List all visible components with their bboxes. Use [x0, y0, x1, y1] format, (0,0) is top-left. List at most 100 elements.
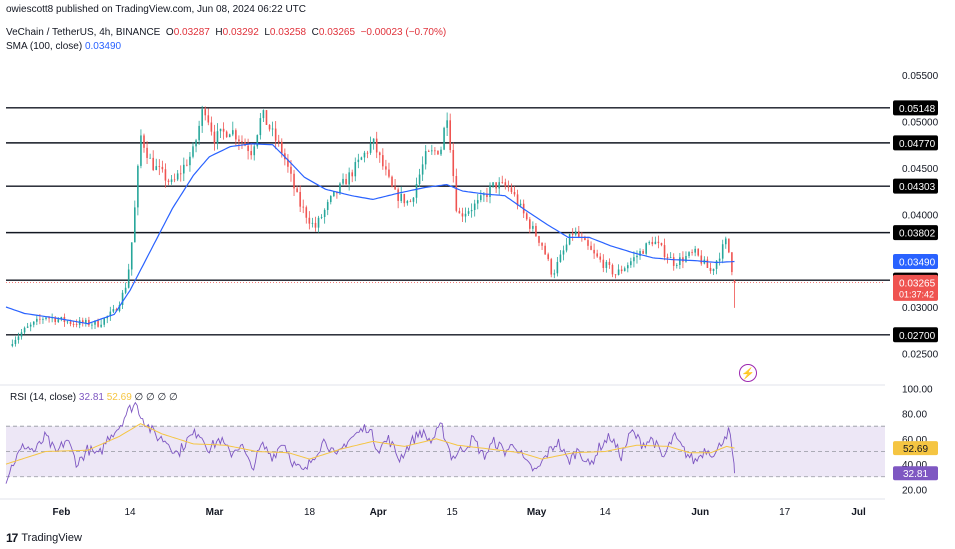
candle-body	[320, 216, 323, 218]
candle-body	[247, 145, 249, 152]
candle-body	[170, 179, 173, 182]
candle-body	[311, 222, 314, 224]
candle-body	[538, 236, 540, 243]
candle-body	[121, 292, 124, 305]
candle-body	[253, 146, 256, 156]
candle-body	[265, 110, 268, 125]
candle-body	[152, 157, 154, 170]
candle-body	[513, 192, 516, 195]
candle-body	[571, 234, 574, 235]
candle-body	[32, 321, 35, 325]
candle-body	[480, 195, 482, 201]
current-price-label: 0.03265	[899, 278, 936, 289]
level-badge	[893, 178, 938, 194]
close-value: 0.03265	[318, 27, 356, 38]
time-axis-label: Jul	[851, 507, 866, 518]
candle-body	[60, 317, 63, 320]
candle-body	[222, 128, 225, 132]
candle-body	[452, 149, 455, 177]
candle-body	[179, 173, 182, 175]
candle-body	[186, 164, 188, 166]
sma-label: SMA (100, close)	[6, 41, 83, 52]
tradingview-logo[interactable]: 17 TradingView	[6, 531, 82, 545]
candle-body	[72, 323, 75, 325]
rsi-ma-line	[5, 423, 735, 465]
rsi-axis-label: 40.00	[902, 460, 927, 471]
candle-body	[357, 159, 360, 163]
candle-body	[302, 206, 305, 208]
time-axis-label: 18	[304, 507, 316, 518]
rsi-axis-label: 20.00	[902, 485, 927, 496]
candle-body	[339, 183, 341, 194]
candle-body	[14, 339, 17, 345]
level-badge	[893, 327, 938, 343]
rsi-axis-label: 100.00	[902, 384, 933, 395]
candle-body	[130, 242, 133, 270]
sma-legend[interactable]: SMA (100, close) 0.03490	[6, 41, 121, 52]
candle-body	[498, 182, 500, 189]
candle-body	[636, 255, 638, 258]
candle-body	[697, 248, 700, 256]
candle-body	[231, 130, 234, 135]
candle-body	[308, 217, 311, 224]
candle-body	[127, 269, 130, 288]
candle-body	[691, 252, 693, 253]
candle-body	[461, 213, 464, 217]
candle-body	[724, 238, 727, 245]
candle-body	[529, 219, 531, 229]
candle-body	[568, 234, 571, 245]
candle-body	[648, 241, 651, 244]
candle-body	[424, 151, 427, 165]
candle-body	[728, 238, 730, 253]
candle-body	[397, 189, 399, 201]
candle-body	[721, 244, 724, 259]
candle-body	[256, 135, 259, 147]
candle-body	[679, 257, 681, 265]
rsi-line	[5, 401, 735, 484]
candle-body	[326, 202, 329, 210]
candle-body	[440, 149, 442, 155]
rsi-badge	[893, 466, 938, 481]
candle-body	[280, 141, 283, 154]
candle-body	[470, 210, 473, 212]
candle-body	[507, 186, 510, 188]
lightning-icon[interactable]: ⚡	[739, 364, 757, 382]
candle-body	[483, 194, 485, 196]
candle-body	[608, 261, 611, 265]
candle-body	[605, 261, 608, 268]
rsi-axis-label: 60.00	[902, 435, 927, 446]
candle-body	[412, 197, 415, 202]
rsi-legend[interactable]: RSI (14, close) 32.81 52.69 ∅ ∅ ∅ ∅	[10, 392, 178, 403]
candle-body	[164, 169, 167, 181]
candle-body	[559, 254, 562, 262]
candle-body	[161, 166, 164, 170]
candle-body	[363, 152, 366, 158]
price-axis-label: 0.03000	[902, 303, 939, 314]
candle-body	[590, 245, 592, 250]
candle-body	[45, 317, 47, 319]
change-value: −0.00023 (−0.70%)	[360, 27, 447, 38]
candle-body	[296, 188, 298, 192]
candle-body	[277, 140, 280, 142]
candle-body	[333, 191, 335, 197]
candle-body	[547, 254, 549, 260]
candle-body	[675, 264, 678, 266]
tradingview-mark-icon: 17	[6, 531, 18, 545]
candle-body	[97, 320, 99, 327]
candle-body	[599, 256, 602, 260]
candle-body	[201, 109, 203, 126]
candle-body	[29, 324, 32, 327]
candle-body	[639, 251, 641, 256]
candle-body	[492, 182, 494, 187]
candle-body	[550, 259, 553, 275]
candle-body	[176, 173, 179, 180]
candle-body	[192, 146, 194, 157]
rsi-sma-value: 52.69	[106, 392, 132, 403]
candle-body	[216, 131, 219, 144]
candle-body	[137, 165, 139, 208]
rsi-ma-badge-label: 52.69	[903, 444, 928, 455]
candle-body	[42, 318, 44, 320]
candle-body	[688, 252, 690, 257]
current-price-badge	[893, 274, 938, 301]
